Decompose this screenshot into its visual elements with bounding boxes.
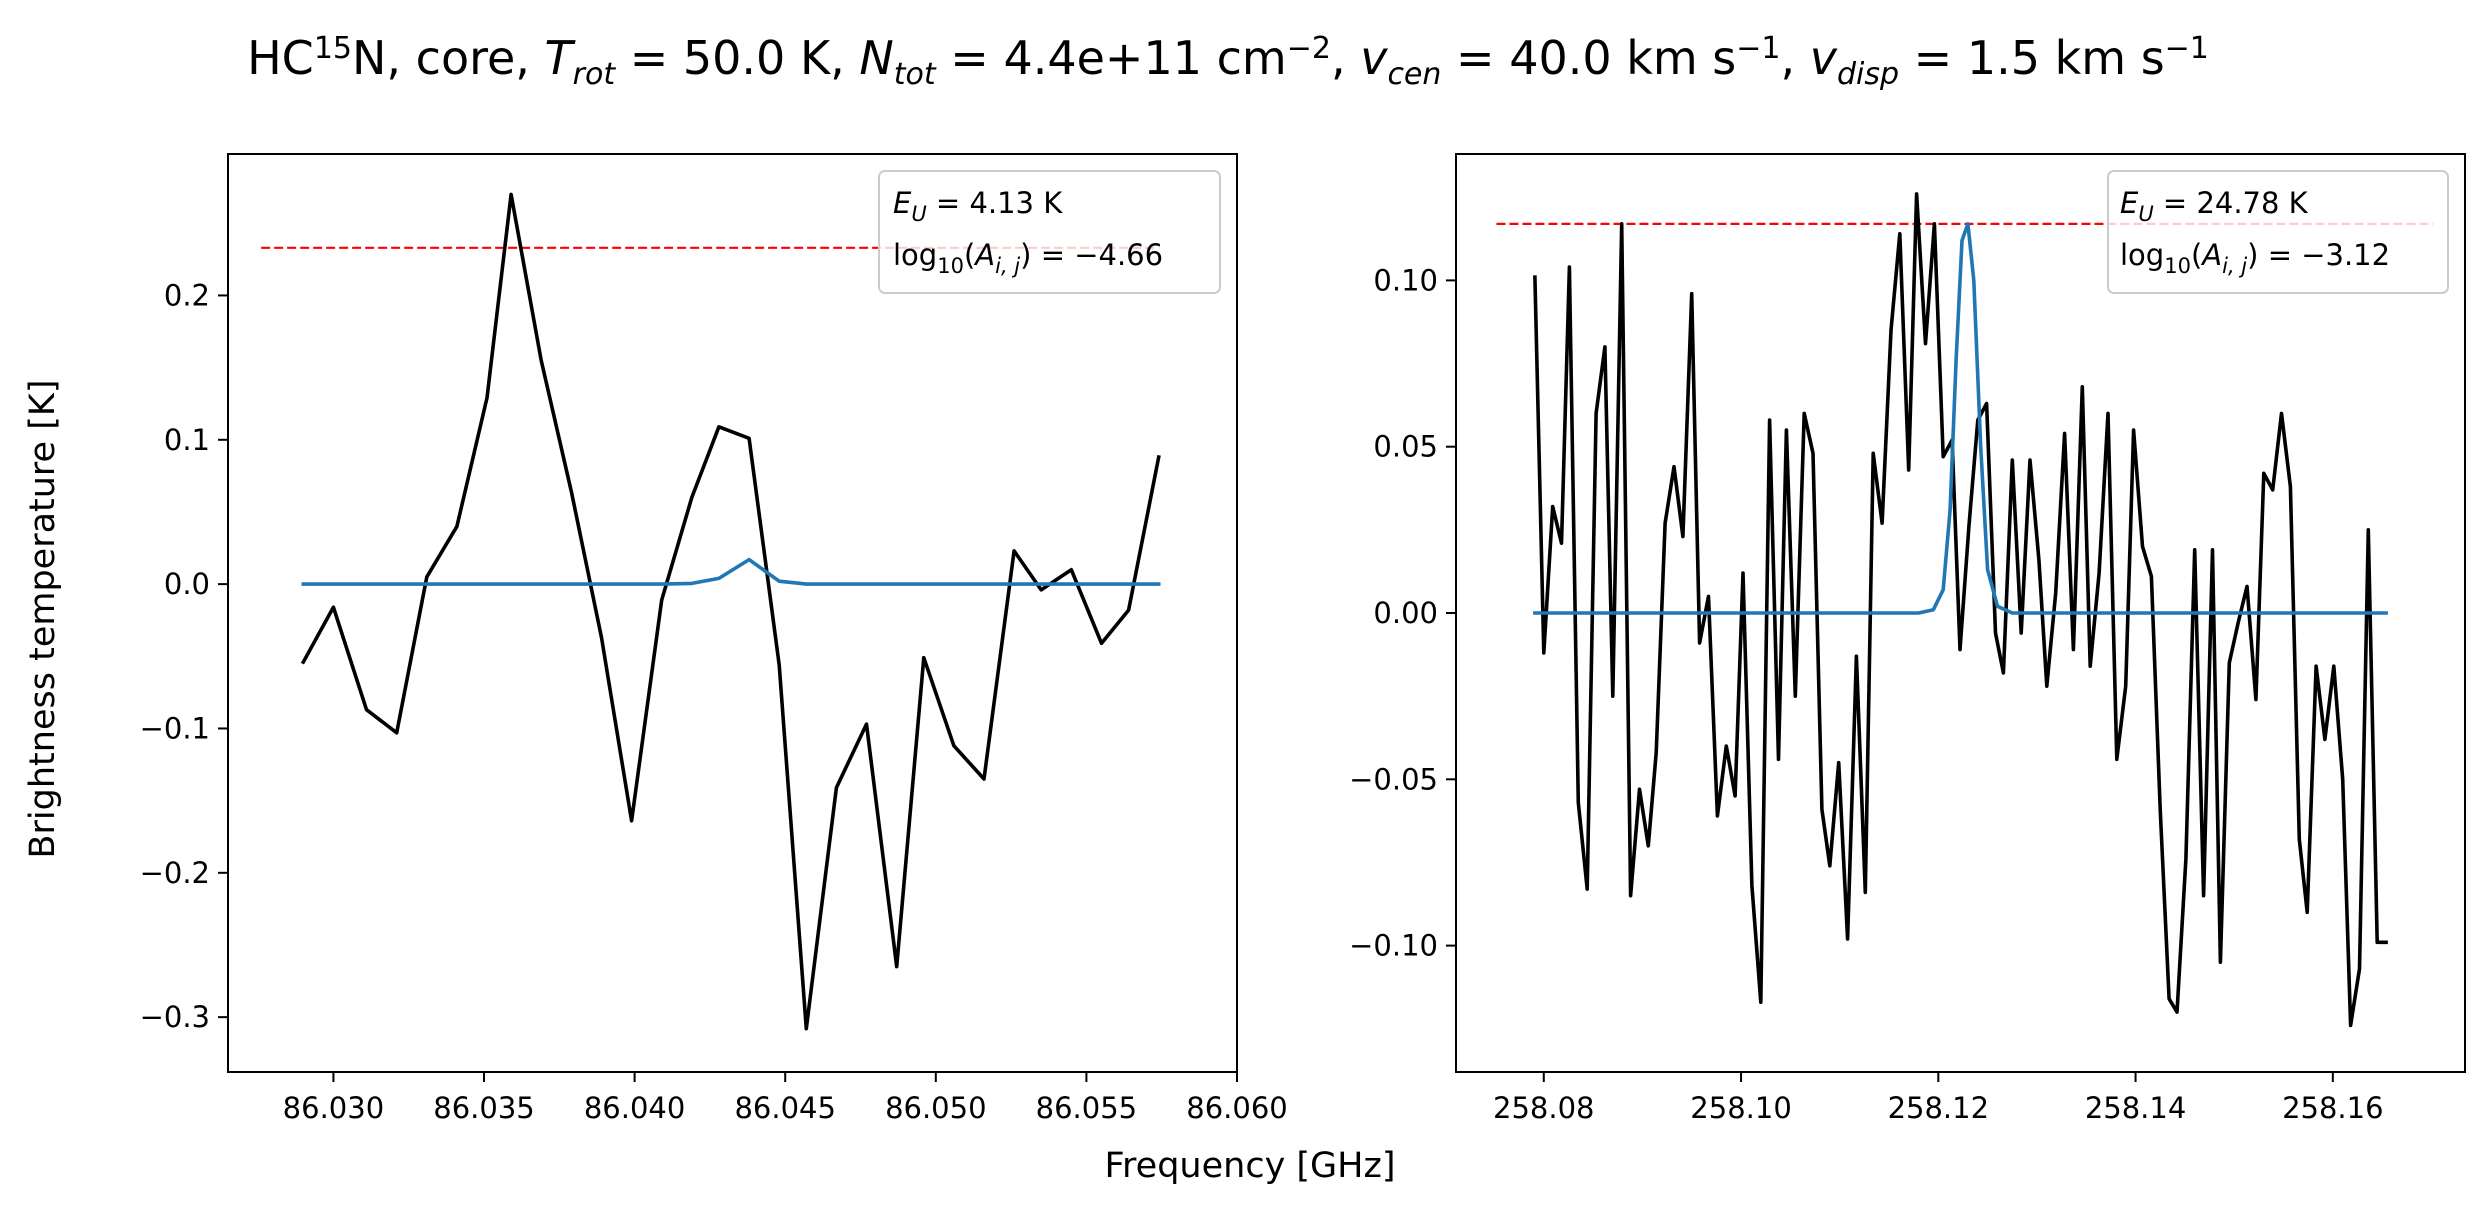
right-x-tick-label: 258.10 — [1690, 1091, 1791, 1125]
left-model-spectrum — [301, 557, 1161, 586]
left-x-tick-label: 86.030 — [283, 1091, 384, 1125]
left-observed-spectrum — [300, 192, 1161, 1031]
right-legend-eu: EU = 24.78 K — [2120, 186, 2309, 226]
right-model-spectrum — [1533, 222, 2388, 615]
right-panel-lines — [1496, 192, 2434, 1028]
left-panel: 86.030 86.035 86.040 86.045 86.050 86.055 86.0… — [140, 153, 1288, 1125]
right-y-tick-label: −0.10 — [1349, 929, 1438, 963]
left-x-tick-label: 86.035 — [433, 1091, 534, 1125]
left-y-tick-label: 0.2 — [164, 278, 210, 312]
right-legend: EU = 24.78 K log10(Ai, j) = −3.12 — [2107, 170, 2449, 294]
right-y-tick-label: 0.00 — [1373, 596, 1438, 630]
right-observed-spectrum — [1533, 192, 2388, 1028]
left-panel-frame — [227, 153, 1238, 1073]
left-x-tick-label: 86.040 — [584, 1091, 685, 1125]
left-x-tick-label: 86.055 — [1036, 1091, 1137, 1125]
left-y-tick-label: 0.1 — [164, 423, 210, 457]
left-panel-ticks: 86.030 86.035 86.040 86.045 86.050 86.055 86.0… — [140, 278, 1288, 1125]
left-y-tick-label: 0.0 — [164, 567, 210, 601]
left-legend-log-a: log10(Ai, j) = −4.66 — [893, 238, 1163, 278]
right-x-tick-label: 258.08 — [1493, 1091, 1594, 1125]
x-axis-label: Frequency [GHz] — [1104, 1146, 1395, 1186]
left-legend: EU = 4.13 K log10(Ai, j) = −4.66 — [878, 170, 1221, 294]
right-panel: 258.08 258.10 258.12 258.14 258.16 −0.10 −0.05… — [1349, 153, 2466, 1125]
left-y-tick-label: −0.1 — [140, 711, 210, 745]
figure-title: HC15N, core, Trot = 50.0 K, Ntot = 4.4e+… — [247, 31, 2209, 92]
right-panel-ticks: 258.08 258.10 258.12 258.14 258.16 −0.10 −0.05… — [1349, 263, 2383, 1125]
right-legend-box — [2107, 170, 2449, 294]
left-panel-lines — [261, 192, 1161, 1031]
y-axis-label: Brightness temperature [K] — [23, 380, 63, 859]
left-y-tick-label: −0.3 — [140, 1000, 210, 1034]
left-legend-box — [878, 170, 1221, 294]
right-x-tick-label: 258.12 — [1888, 1091, 1989, 1125]
right-y-tick-label: −0.05 — [1349, 762, 1438, 796]
right-panel-frame — [1455, 153, 2466, 1073]
right-legend-log-a: log10(Ai, j) = −3.12 — [2120, 238, 2390, 278]
left-x-tick-label: 86.045 — [734, 1091, 835, 1125]
right-x-tick-label: 258.14 — [2085, 1091, 2186, 1125]
right-y-tick-label: 0.10 — [1373, 263, 1438, 297]
right-x-tick-label: 258.16 — [2282, 1091, 2383, 1125]
left-y-tick-label: −0.2 — [140, 856, 210, 890]
left-x-tick-label: 86.060 — [1186, 1091, 1287, 1125]
left-legend-eu: EU = 4.13 K — [893, 186, 1063, 226]
left-x-tick-label: 86.050 — [885, 1091, 986, 1125]
right-y-tick-label: 0.05 — [1373, 430, 1438, 464]
